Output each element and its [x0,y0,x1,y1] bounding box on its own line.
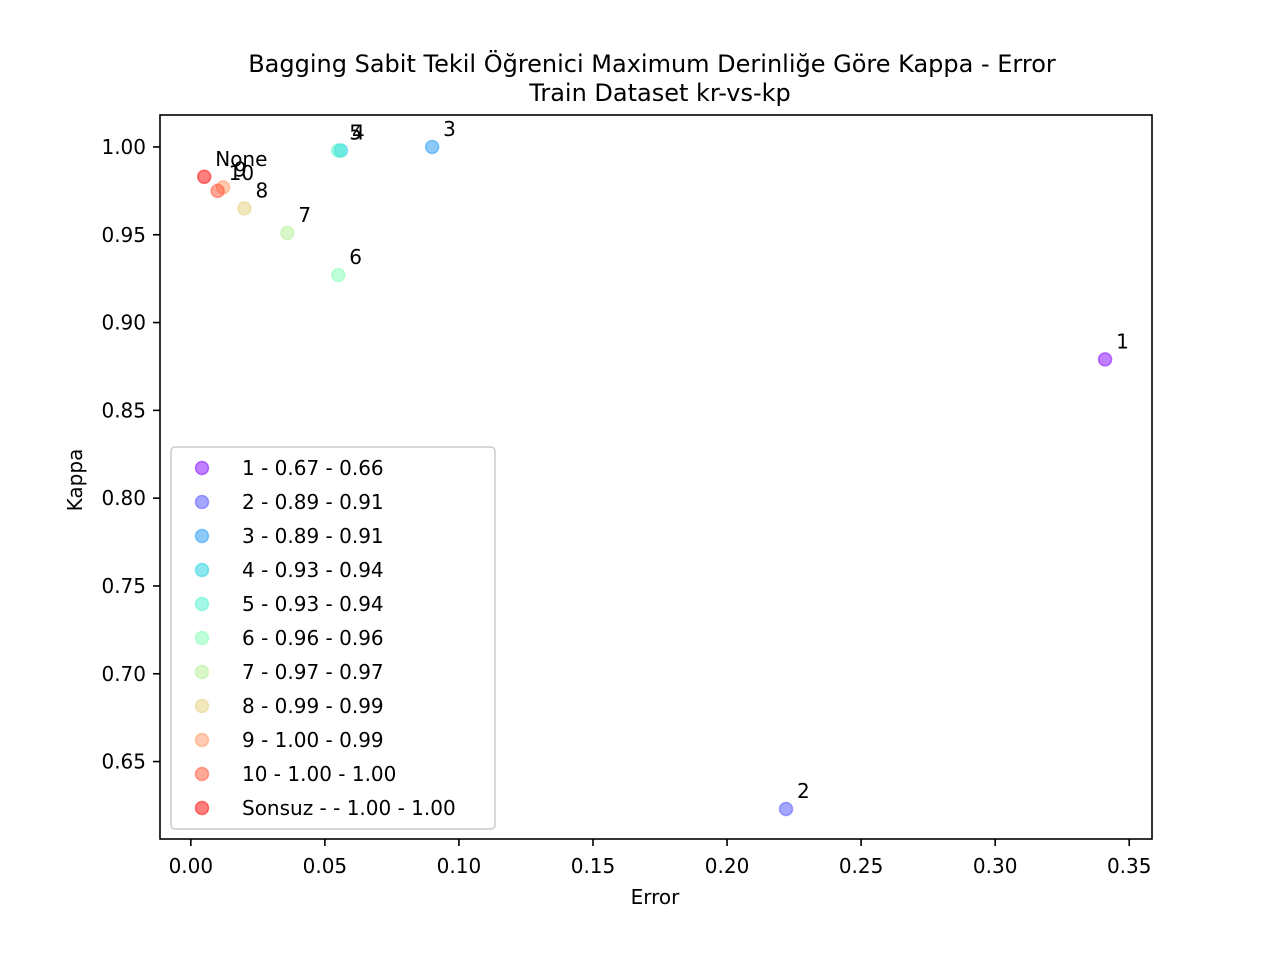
legend-entry: 2 - 0.89 - 0.91 [242,490,384,514]
y-tick-label: 0.95 [101,223,146,247]
x-tick-label: 0.35 [1107,854,1152,878]
legend-entry: 1 - 0.67 - 0.66 [242,456,384,480]
legend-marker [194,800,210,816]
x-tick-label: 0.25 [839,854,884,878]
y-tick-label: 0.80 [101,486,146,510]
y-tick-label: 0.90 [101,311,146,335]
legend-entry: 8 - 0.99 - 0.99 [242,694,384,718]
point-label-3: 3 [443,117,456,141]
legend-entry: 7 - 0.97 - 0.97 [242,660,384,684]
legend-entry: 10 - 1.00 - 1.00 [242,762,396,786]
legend-marker [194,698,210,714]
y-axis-label: Kappa [63,449,87,512]
point-label-none: None [215,147,267,171]
legend-entry: 3 - 0.89 - 0.91 [242,524,384,548]
y-axis: 0.65 0.70 0.75 0.80 0.85 0.90 0.95 1.00 [101,135,160,774]
point-label-8: 8 [255,178,268,202]
legend-marker [194,630,210,646]
data-points [196,139,1113,817]
x-tick-label: 0.30 [973,854,1018,878]
chart-subtitle: Train Dataset kr-vs-kp [528,79,791,107]
legend-marker [194,766,210,782]
legend-box [170,446,496,830]
x-tick-label: 0.15 [571,854,616,878]
plot-border [159,114,1153,840]
data-point-1 [1097,352,1113,367]
x-tick-label: 0.05 [303,854,348,878]
x-axis-label: Error [631,885,681,909]
legend-entry: 5 - 0.93 - 0.94 [242,592,384,616]
data-point-7 [280,225,295,241]
legend-marker [194,460,210,476]
y-tick-label: 1.00 [101,135,146,159]
legend-entry: 4 - 0.93 - 0.94 [242,558,384,582]
legend-marker [194,732,210,748]
point-label-2: 2 [797,779,810,803]
legend-marker [194,596,210,612]
y-tick-label: 0.70 [101,662,146,686]
data-point-6 [331,267,346,283]
x-tick-label: 0.10 [437,854,482,878]
x-tick-label: 0.00 [169,854,214,878]
data-point-none [196,169,212,185]
legend-entry: 9 - 1.00 - 0.99 [242,728,384,752]
legend: 1 - 0.67 - 0.66 2 - 0.89 - 0.91 3 - 0.89 -… [170,446,496,830]
data-point-3 [424,139,440,155]
data-point-10 [210,183,225,199]
point-label-6: 6 [349,245,362,269]
point-label-7: 7 [298,203,311,227]
legend-marker [194,528,210,544]
point-label-5: 5 [349,120,362,144]
x-tick-label: 0.20 [705,854,750,878]
point-label-10: 10 [229,161,254,185]
legend-marker [194,494,210,510]
x-axis: 0.00 0.05 0.10 0.15 0.20 0.25 0.30 0.35 [169,839,1152,878]
point-label-1: 1 [1116,329,1129,353]
point-label-4: 4 [352,120,365,144]
data-point-5 [331,143,346,158]
plot-area [159,114,1153,840]
legend-entry: 6 - 0.96 - 0.96 [242,626,384,650]
legend-entry: Sonsuz - - 1.00 - 1.00 [242,796,456,820]
data-point-2 [778,801,794,817]
data-point-8 [237,201,252,216]
legend-marker [194,562,210,578]
chart-title: Bagging Sabit Tekil Öğrenici Maximum Der… [248,49,1056,78]
y-tick-label: 0.65 [101,750,146,774]
y-tick-label: 0.75 [101,574,146,598]
legend-marker [194,664,210,680]
point-label-9: 9 [234,157,247,181]
y-tick-label: 0.85 [101,398,146,422]
